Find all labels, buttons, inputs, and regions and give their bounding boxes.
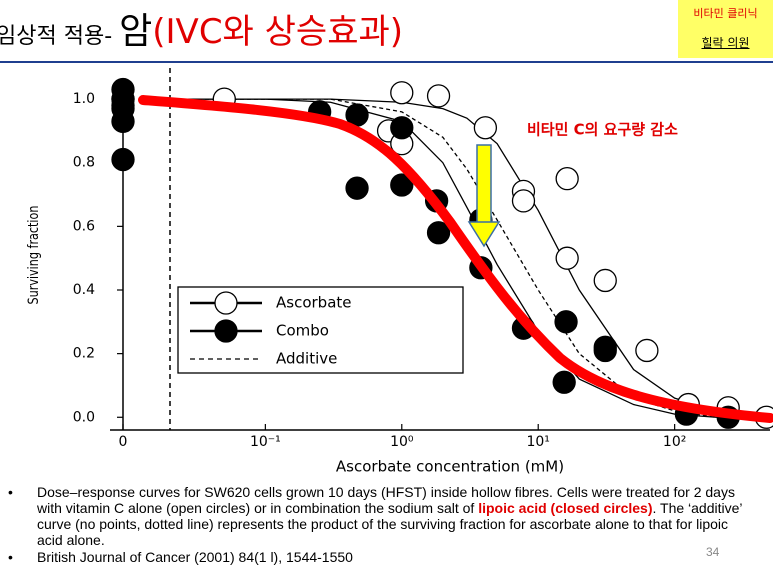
badge-line: 힐락 의원 — [701, 36, 750, 50]
x-tick-label: 10² — [663, 434, 686, 450]
y-tick-label: 0.8 — [73, 155, 95, 171]
title-highlight: (IVC와 상승효과) — [152, 12, 404, 52]
chart: 0.0 0.2 0.4 0.6 0.8 1.0 0 10⁻¹ 10⁰ 10¹ 10² Ascorbat… — [25, 68, 773, 476]
point — [390, 116, 414, 140]
y-tick-label: 0.6 — [73, 218, 95, 234]
point — [390, 173, 414, 197]
bullet-text: Dose–response curves for SW620 cells gro… — [37, 484, 735, 516]
point — [426, 84, 451, 108]
fit-curve — [170, 98, 771, 418]
point — [555, 166, 579, 191]
point — [635, 338, 659, 363]
annotation: 비타민 C의 요구량 감소 — [527, 121, 678, 139]
bullet: Dose–response curves for SW620 cells gro… — [8, 484, 753, 548]
bullet-highlight: lipoic acid (closed circles) — [478, 500, 653, 516]
legend-marker — [214, 291, 238, 315]
arrow — [467, 144, 501, 248]
x-tick-label: 10¹ — [526, 434, 549, 450]
y-tick-label: 1.0 — [73, 91, 95, 107]
point — [511, 189, 536, 213]
notes: Dose–response curves for SW620 cells gro… — [8, 484, 753, 566]
title-prefix: 임상적 적용- — [0, 24, 120, 49]
title-rule — [0, 61, 773, 63]
point — [473, 116, 498, 140]
legend-label: Combo — [276, 322, 329, 340]
fit-curve — [170, 98, 770, 418]
point — [111, 147, 135, 172]
x-axis-label: Ascorbate concentration (mM) — [336, 458, 564, 476]
title-main: 암 — [119, 11, 153, 52]
legend-label: Additive — [276, 350, 337, 368]
point — [593, 338, 617, 363]
badge-line: 비타민 클리닉 — [693, 7, 758, 20]
y-tick-label: 0.4 — [73, 282, 95, 298]
point — [390, 81, 414, 105]
x-tick-label: 10⁰ — [390, 434, 414, 450]
point — [111, 109, 135, 134]
page-number: 34 — [706, 545, 720, 559]
y-axis-label: Surviving fraction — [25, 206, 42, 305]
fit-curve — [170, 98, 770, 418]
bullet-text: . The ‘additive’ curve (no points, dotte… — [37, 500, 742, 548]
point — [555, 246, 579, 270]
slide-title: 임상적 적용- 암(IVC와 상승효과) — [0, 2, 403, 54]
point — [593, 268, 617, 293]
point — [426, 221, 451, 245]
point — [552, 370, 576, 394]
x-tick-label: 10⁻¹ — [250, 434, 281, 450]
legend-marker — [214, 319, 238, 343]
y-tick-label: 0.2 — [73, 346, 95, 362]
legend-label: Ascorbate — [276, 294, 352, 312]
bullet: British Journal of Cancer (2001) 84(1 l)… — [8, 549, 753, 565]
x-tick-label: 0 — [119, 434, 128, 450]
bullet-text: British Journal of Cancer (2001) 84(1 l)… — [37, 549, 353, 565]
point — [554, 310, 578, 334]
y-tick-label: 0.0 — [73, 409, 95, 425]
highlight-curve — [138, 95, 773, 423]
point — [345, 176, 369, 200]
